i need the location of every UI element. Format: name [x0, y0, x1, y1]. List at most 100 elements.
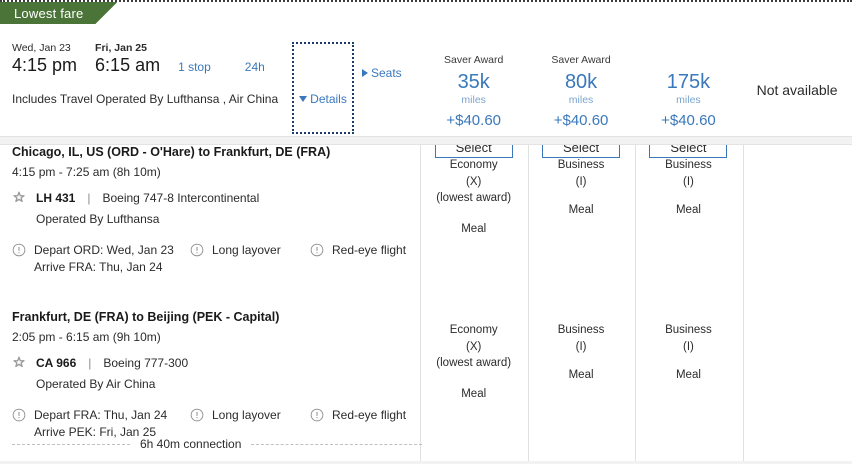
arrive-time: 6:15 am — [95, 55, 161, 75]
cabin-cell-empty — [742, 145, 852, 238]
fare-fee: +$40.60 — [446, 112, 501, 129]
segments-panel: Chicago, IL, US (ORD - O'Hare) to Frankf… — [0, 145, 852, 464]
alert-text: Long layover — [212, 408, 281, 422]
flight-number: LH 431 — [36, 191, 76, 205]
depart-date: Wed, Jan 23 — [12, 42, 71, 54]
itinerary-header: Wed, Jan 23 4:15 pm Fri, Jan 25 6:15 am … — [0, 24, 852, 158]
cabin-cell: Business (I) Meal — [527, 310, 634, 403]
cabin-note: (lowest award) — [436, 192, 512, 205]
segment-alerts: Depart ORD: Wed, Jan 23 Arrive FRA: Thu,… — [12, 242, 412, 277]
alert-text: Red-eye flight — [332, 408, 407, 422]
seats-toggle[interactable]: Seats — [362, 64, 402, 82]
cabin-code: (X) — [466, 340, 482, 353]
aircraft-type: Boeing 777-300 — [103, 356, 189, 370]
stops-link[interactable]: 1 stop — [178, 59, 211, 74]
aircraft-type: Boeing 747-8 Intercontinental — [102, 191, 260, 205]
flight-line: LH 431 | Boeing 747-8 Intercontinental — [12, 191, 412, 205]
segment-operated-by: Operated By Air China — [36, 377, 156, 391]
cabin-code: (X) — [466, 175, 482, 188]
cabin-code: (I) — [683, 340, 694, 353]
alert-item: Depart ORD: Wed, Jan 23 Arrive FRA: Thu,… — [12, 242, 190, 277]
cabin-cell: Business (I) Meal — [527, 145, 634, 238]
exclamation-circle-icon — [12, 408, 26, 422]
seats-label: Seats — [371, 66, 402, 80]
cabin-cell: Economy (X) (lowest award) Meal — [420, 310, 527, 403]
segment-info: Chicago, IL, US (ORD - O'Hare) to Frankf… — [12, 145, 412, 277]
operated-by-note: Includes Travel Operated By Lufthansa , … — [12, 91, 279, 106]
connection-dash-left — [12, 443, 130, 445]
lowest-fare-ribbon: Lowest fare — [0, 2, 117, 24]
alert-line-1: Depart FRA: Thu, Jan 24 — [34, 408, 168, 422]
cabin-code: (I) — [683, 175, 694, 188]
alert-item: Long layover — [190, 407, 310, 442]
fare-columns: Saver Award 35k miles +$40.60 Select Sav… — [420, 46, 852, 158]
connection-row: 6h 40m connection — [0, 437, 852, 451]
cabin-code: (I) — [575, 340, 587, 353]
alert-text: Red-eye flight — [332, 243, 407, 257]
details-toggle[interactable]: Details — [292, 42, 354, 134]
cabin-name: Business — [665, 159, 712, 171]
cabin-name: Economy — [449, 159, 498, 171]
exclamation-circle-icon — [190, 243, 204, 257]
exclamation-circle-icon — [190, 408, 204, 422]
miles-amount: 35k — [457, 71, 490, 93]
alert-text: Depart ORD: Wed, Jan 23 Arrive FRA: Thu,… — [34, 242, 174, 277]
arrive-block: Fri, Jan 25 6:15 am — [95, 42, 160, 76]
meal-label: Meal — [675, 204, 701, 217]
miles-unit: miles — [568, 94, 594, 106]
cabin-name: Economy — [449, 324, 498, 336]
details-label: Details — [310, 92, 347, 106]
star-alliance-icon — [13, 191, 25, 203]
depart-block: Wed, Jan 23 4:15 pm — [12, 42, 77, 76]
column-divider — [635, 145, 636, 464]
alert-text: Long layover — [212, 243, 281, 257]
cabin-note: (lowest award) — [436, 357, 512, 370]
alert-line-1: Depart ORD: Wed, Jan 23 — [34, 243, 174, 257]
flight-line: CA 966 | Boeing 777-300 — [12, 356, 412, 370]
segment-route: Frankfurt, DE (FRA) to Beijing (PEK - Ca… — [12, 310, 280, 324]
itinerary-summary: Wed, Jan 23 4:15 pm Fri, Jan 25 6:15 am … — [12, 42, 292, 106]
cabin-cell: Economy (X) (lowest award) Meal — [420, 145, 527, 238]
cabin-name: Business — [557, 159, 605, 171]
fare-column-unavailable: Not available — [742, 46, 852, 158]
miles-amount: 175k — [666, 70, 711, 93]
segment-alerts: Depart FRA: Thu, Jan 24 Arrive PEK: Fri,… — [12, 407, 412, 442]
meal-label: Meal — [568, 204, 594, 217]
not-available-text: Not available — [756, 82, 838, 98]
exclamation-circle-icon — [310, 408, 324, 422]
cabin-name: Business — [665, 324, 712, 336]
segment-route: Chicago, IL, US (ORD - O'Hare) to Frankf… — [12, 145, 331, 159]
lowest-fare-label: Lowest fare — [14, 5, 84, 21]
trip-meta: 1 stop 24h — [178, 60, 265, 76]
exclamation-circle-icon — [310, 243, 324, 257]
alert-line-2: Arrive FRA: Thu, Jan 24 — [34, 260, 163, 275]
chevron-down-icon — [299, 96, 308, 102]
alert-item: Depart FRA: Thu, Jan 24 Arrive PEK: Fri,… — [12, 407, 190, 442]
segment-operated-by: Operated By Lufthansa — [36, 212, 160, 226]
meal-label: Meal — [675, 369, 701, 382]
meal-label: Meal — [461, 223, 487, 236]
segment-cabins: Economy (X) (lowest award) Meal Business… — [420, 145, 852, 238]
flight-number: CA 966 — [36, 356, 77, 370]
cabin-code: (I) — [575, 175, 587, 188]
column-divider — [743, 145, 744, 464]
chevron-right-icon — [362, 69, 368, 77]
award-type-label: Saver Award — [444, 54, 504, 66]
alert-item: Red-eye flight — [310, 242, 406, 277]
award-type-label: Saver Award — [551, 54, 611, 66]
header-separator — [0, 136, 852, 145]
alert-item: Red-eye flight — [310, 407, 406, 442]
alert-line-2: Arrive PEK: Fri, Jan 25 — [34, 425, 157, 440]
alert-text: Depart FRA: Thu, Jan 24 Arrive PEK: Fri,… — [34, 407, 167, 442]
seats-toggle-inner: Seats — [362, 66, 402, 80]
times-row: Wed, Jan 23 4:15 pm Fri, Jan 25 6:15 am … — [12, 42, 292, 76]
segment-info: Frankfurt, DE (FRA) to Beijing (PEK - Ca… — [12, 310, 412, 442]
connection-label: 6h 40m connection — [140, 437, 242, 451]
flight-separator: | — [87, 191, 91, 205]
segment-times: 4:15 pm - 7:25 am (8h 10m) — [12, 165, 161, 179]
segment-cabins: Economy (X) (lowest award) Meal Business… — [420, 310, 852, 403]
meal-label: Meal — [461, 388, 487, 401]
duration-link[interactable]: 24h — [244, 59, 265, 74]
cabin-cell: Business (I) Meal — [635, 145, 742, 238]
miles-unit: miles — [676, 93, 701, 106]
